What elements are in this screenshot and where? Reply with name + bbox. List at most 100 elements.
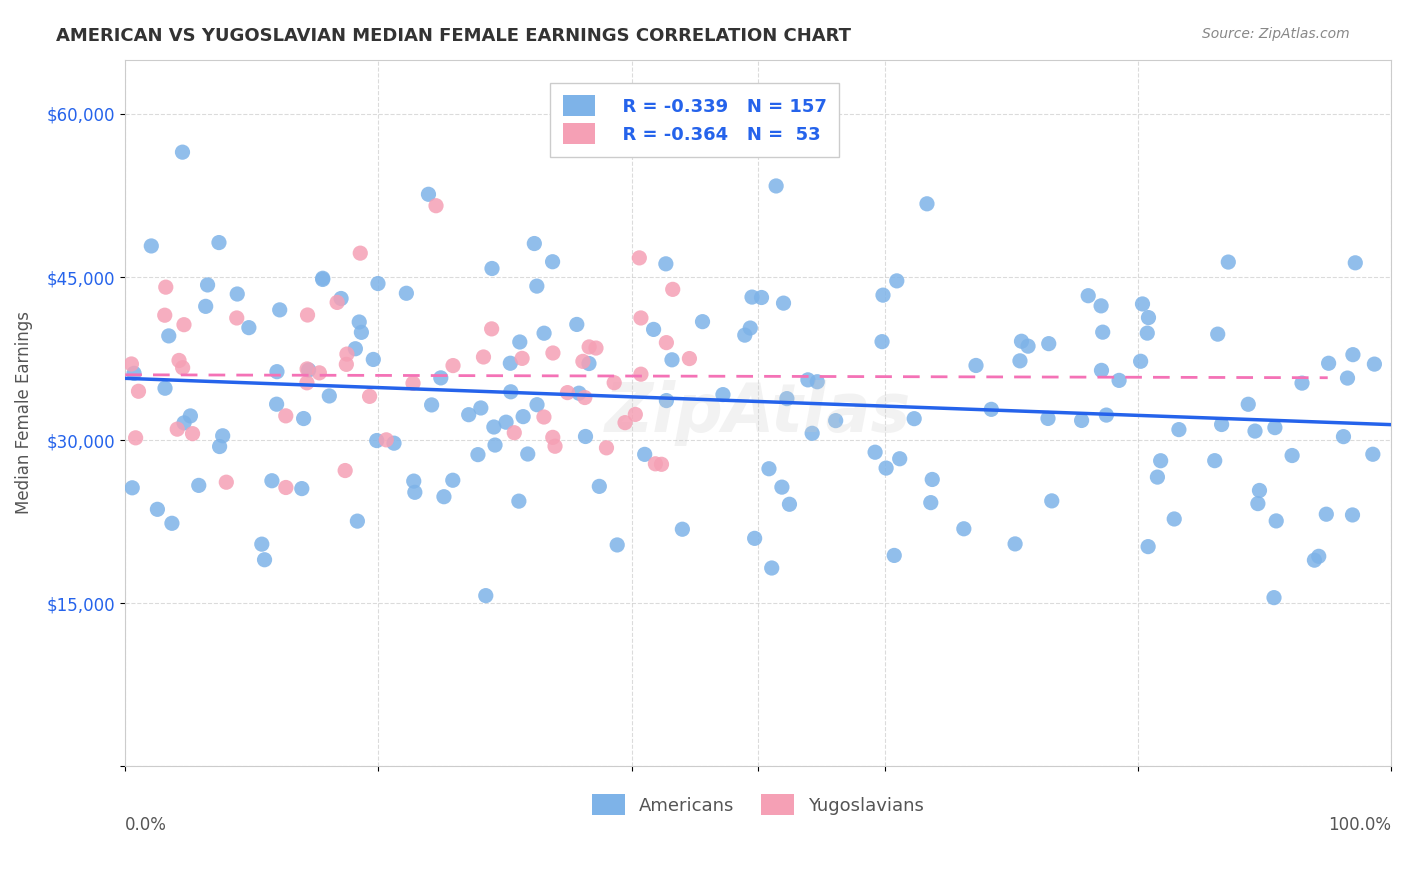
Point <box>761 561 783 575</box>
Point <box>574 391 596 405</box>
Point <box>655 335 678 350</box>
Point <box>533 410 555 425</box>
Point <box>740 321 762 335</box>
Point <box>1132 297 1154 311</box>
Point <box>260 474 283 488</box>
Point <box>585 341 607 355</box>
Point <box>1146 470 1168 484</box>
Point <box>120 357 142 371</box>
Point <box>776 392 799 406</box>
Point <box>187 478 209 492</box>
Point <box>467 448 489 462</box>
Point <box>655 393 678 408</box>
Point <box>1336 371 1358 385</box>
Point <box>344 342 367 356</box>
Point <box>274 481 297 495</box>
Point <box>155 280 177 294</box>
Point <box>153 381 176 395</box>
Text: Source: ZipAtlas.com: Source: ZipAtlas.com <box>1202 27 1350 41</box>
Point <box>1265 514 1288 528</box>
Point <box>269 302 291 317</box>
Point <box>297 308 319 322</box>
Point <box>603 376 626 390</box>
Point <box>643 322 665 336</box>
Legend: Americans, Yugoslavians: Americans, Yugoslavians <box>579 781 936 828</box>
Point <box>568 386 591 401</box>
Point <box>347 315 370 329</box>
Point <box>312 271 335 285</box>
Point <box>335 357 357 371</box>
Point <box>124 431 146 445</box>
Point <box>544 439 567 453</box>
Point <box>1011 334 1033 349</box>
Point <box>211 429 233 443</box>
Point <box>226 287 249 301</box>
Point <box>208 440 231 454</box>
Point <box>772 296 794 310</box>
Point <box>903 411 925 425</box>
Point <box>1303 553 1326 567</box>
Point <box>588 479 610 493</box>
Point <box>806 375 828 389</box>
Point <box>122 367 145 381</box>
Point <box>1204 453 1226 467</box>
Point <box>692 315 714 329</box>
Point <box>980 402 1002 417</box>
Point <box>870 334 893 349</box>
Point <box>509 334 531 349</box>
Point <box>965 359 987 373</box>
Point <box>172 360 194 375</box>
Point <box>565 318 588 332</box>
Point <box>508 494 530 508</box>
Point <box>1249 483 1271 498</box>
Point <box>359 389 381 403</box>
Text: 100.0%: 100.0% <box>1329 816 1391 834</box>
Point <box>318 389 340 403</box>
Point <box>395 286 418 301</box>
Point <box>363 352 385 367</box>
Point <box>1218 255 1240 269</box>
Point <box>330 292 353 306</box>
Point <box>481 322 503 336</box>
Point <box>274 409 297 423</box>
Point <box>886 274 908 288</box>
Point <box>298 363 321 377</box>
Point <box>425 199 447 213</box>
Point <box>172 145 194 160</box>
Point <box>266 365 288 379</box>
Point <box>197 277 219 292</box>
Point <box>1291 376 1313 391</box>
Point <box>266 397 288 411</box>
Point <box>512 409 534 424</box>
Point <box>1315 507 1337 521</box>
Point <box>744 532 766 546</box>
Point <box>179 409 201 423</box>
Point <box>1308 549 1330 564</box>
Point <box>526 398 548 412</box>
Point <box>291 482 314 496</box>
Point <box>661 352 683 367</box>
Point <box>499 356 522 370</box>
Point <box>253 553 276 567</box>
Point <box>1004 537 1026 551</box>
Point <box>499 384 522 399</box>
Point <box>533 326 555 341</box>
Point <box>336 347 359 361</box>
Point <box>1090 363 1112 377</box>
Point <box>614 416 637 430</box>
Point <box>953 522 976 536</box>
Point <box>215 475 238 490</box>
Point <box>292 411 315 425</box>
Point <box>166 422 188 436</box>
Point <box>678 351 700 366</box>
Point <box>606 538 628 552</box>
Point <box>824 414 846 428</box>
Point <box>481 261 503 276</box>
Point <box>541 346 564 360</box>
Point <box>1364 357 1386 371</box>
Point <box>920 495 942 509</box>
Point <box>121 481 143 495</box>
Point <box>630 310 652 325</box>
Point <box>1281 449 1303 463</box>
Point <box>655 257 678 271</box>
